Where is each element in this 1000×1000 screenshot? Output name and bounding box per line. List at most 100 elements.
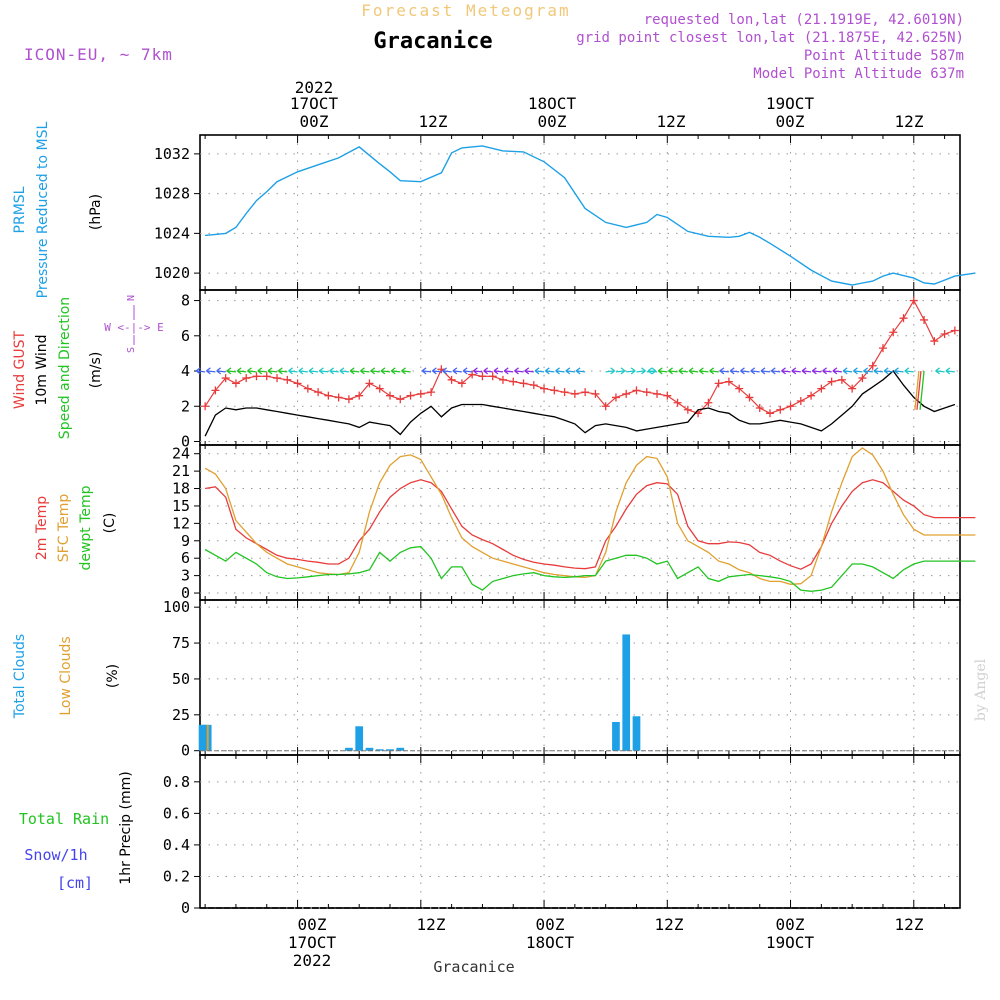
wind-direction-arrow [853,367,863,375]
wind-direction-arrow [565,367,575,375]
wind-panel: 0 2 4 6 8 [181,289,961,450]
wind-direction-arrow [483,367,493,375]
gust-marker [889,328,898,337]
wind-direction-arrow [257,367,267,375]
pressure-unit: (hPa) [88,194,104,230]
footer-location: Gracanice [433,958,514,976]
wind-direction-arrow [247,367,257,375]
gust-marker [632,386,641,395]
wind-direction-arrow [832,367,842,375]
gust-marker [396,395,405,404]
wind-tick-label: 8 [181,292,190,310]
wind-direction-arrow [401,367,411,375]
wind-direction-arrow [668,367,678,375]
wind-direction-arrow [442,367,452,375]
gust-marker [478,372,487,381]
wind-direction-arrow [894,367,904,375]
wind-direction-arrow [431,367,442,375]
gust-marker [293,379,302,388]
total-clouds-bar [622,634,631,751]
total-clouds-bar [386,749,394,751]
gust-marker [878,344,887,353]
wind-direction-arrow [421,367,432,375]
pressure-label-2: Pressure Reduced to MSL [35,121,51,298]
wind-direction-arrow [729,367,740,375]
wind-direction-arrow [791,367,801,375]
wind-direction-arrow [277,367,288,375]
wind-direction-arrow [318,367,329,375]
gust-marker [262,372,271,381]
bottom-12z-3: 12Z [895,915,924,934]
wind-tick-label: 0 [181,432,190,450]
wind-direction-arrow [308,367,319,375]
total-clouds-label: Total Clouds [12,634,28,719]
top-day-3: 19OCT [766,94,815,113]
precip-tick-label: 0.2 [163,867,190,885]
compass-ew: W <-|-> E [104,321,164,334]
gust-marker [416,389,425,398]
bottom-12z-2: 12Z [655,915,684,934]
gust-marker [704,398,713,407]
gust-marker [930,337,939,346]
wind-direction-arrow [678,367,688,375]
precip-tick-label: 0.8 [163,773,190,791]
clouds-tick-label: 50 [172,670,190,688]
pressure-frame [199,134,961,291]
gust-marker [324,391,333,400]
wind-direction-arrow [615,367,626,375]
temp-tick-label: 21 [172,462,190,480]
compass-n: N [126,295,137,301]
gust-marker [427,388,436,397]
gust-marker [858,374,867,383]
wind-direction-arrow [206,367,216,375]
wind-direction-arrow [916,370,922,410]
pressure-label-1: PRMSL [12,186,28,233]
gust-marker [776,405,785,414]
wind-direction-arrow [380,367,391,375]
gust-marker [355,391,364,400]
gust-marker [673,398,682,407]
wind-direction-arrow [575,367,586,375]
wind-direction-arrow [534,367,545,375]
wind-direction-arrow [740,367,750,375]
gust-marker [848,384,857,393]
precip-axis-label: 1hr Precip (mm) [118,771,134,884]
clouds-tick-label: 0 [181,742,190,760]
wind-direction-arrow [801,367,812,375]
temp-unit: (C) [102,513,118,534]
compass-s: S [126,347,137,353]
top-12z-2: 12Z [657,112,686,131]
top-day-2: 18OCT [528,94,577,113]
wind-direction-arrow [349,367,360,375]
wind-direction-arrow [216,367,226,375]
top-12z-3: 12Z [895,112,924,131]
model-label: ICON-EU, ~ 7km [24,45,173,64]
pressure-tick-label: 1028 [154,185,190,203]
gust-marker [570,389,579,398]
gust-marker [221,374,230,383]
wind-direction-arrow [298,367,308,375]
gust-marker [683,405,692,414]
gust-marker [796,396,805,405]
sfc-label: SFC Temp [56,494,72,563]
gust-marker [540,384,549,393]
gust-marker [950,326,959,335]
snow-cm-label: [cm] [57,874,93,892]
wind-direction-arrow [781,367,791,375]
pressure-panel: 1020 1024 1028 1032 [154,134,976,291]
precip-panel: 0 0.2 0.4 0.6 0.8 [163,754,961,917]
pressure-tick-label: 1020 [154,264,190,282]
wind-direction-arrow [945,367,955,375]
gust-marker [735,384,744,393]
pressure-tick-label: 1024 [154,224,190,242]
total-clouds-bar [396,747,405,751]
gust-marker [560,388,569,397]
temp-tick-label: 9 [181,532,190,550]
wind-direction-arrow [493,367,504,375]
gust-marker [807,391,816,400]
wind-direction-arrow [709,367,719,375]
wind-direction-arrow [360,367,370,375]
bottom-year: 2022 [293,951,332,970]
gust-marker [457,379,466,388]
wind-direction-arrow [919,370,925,410]
